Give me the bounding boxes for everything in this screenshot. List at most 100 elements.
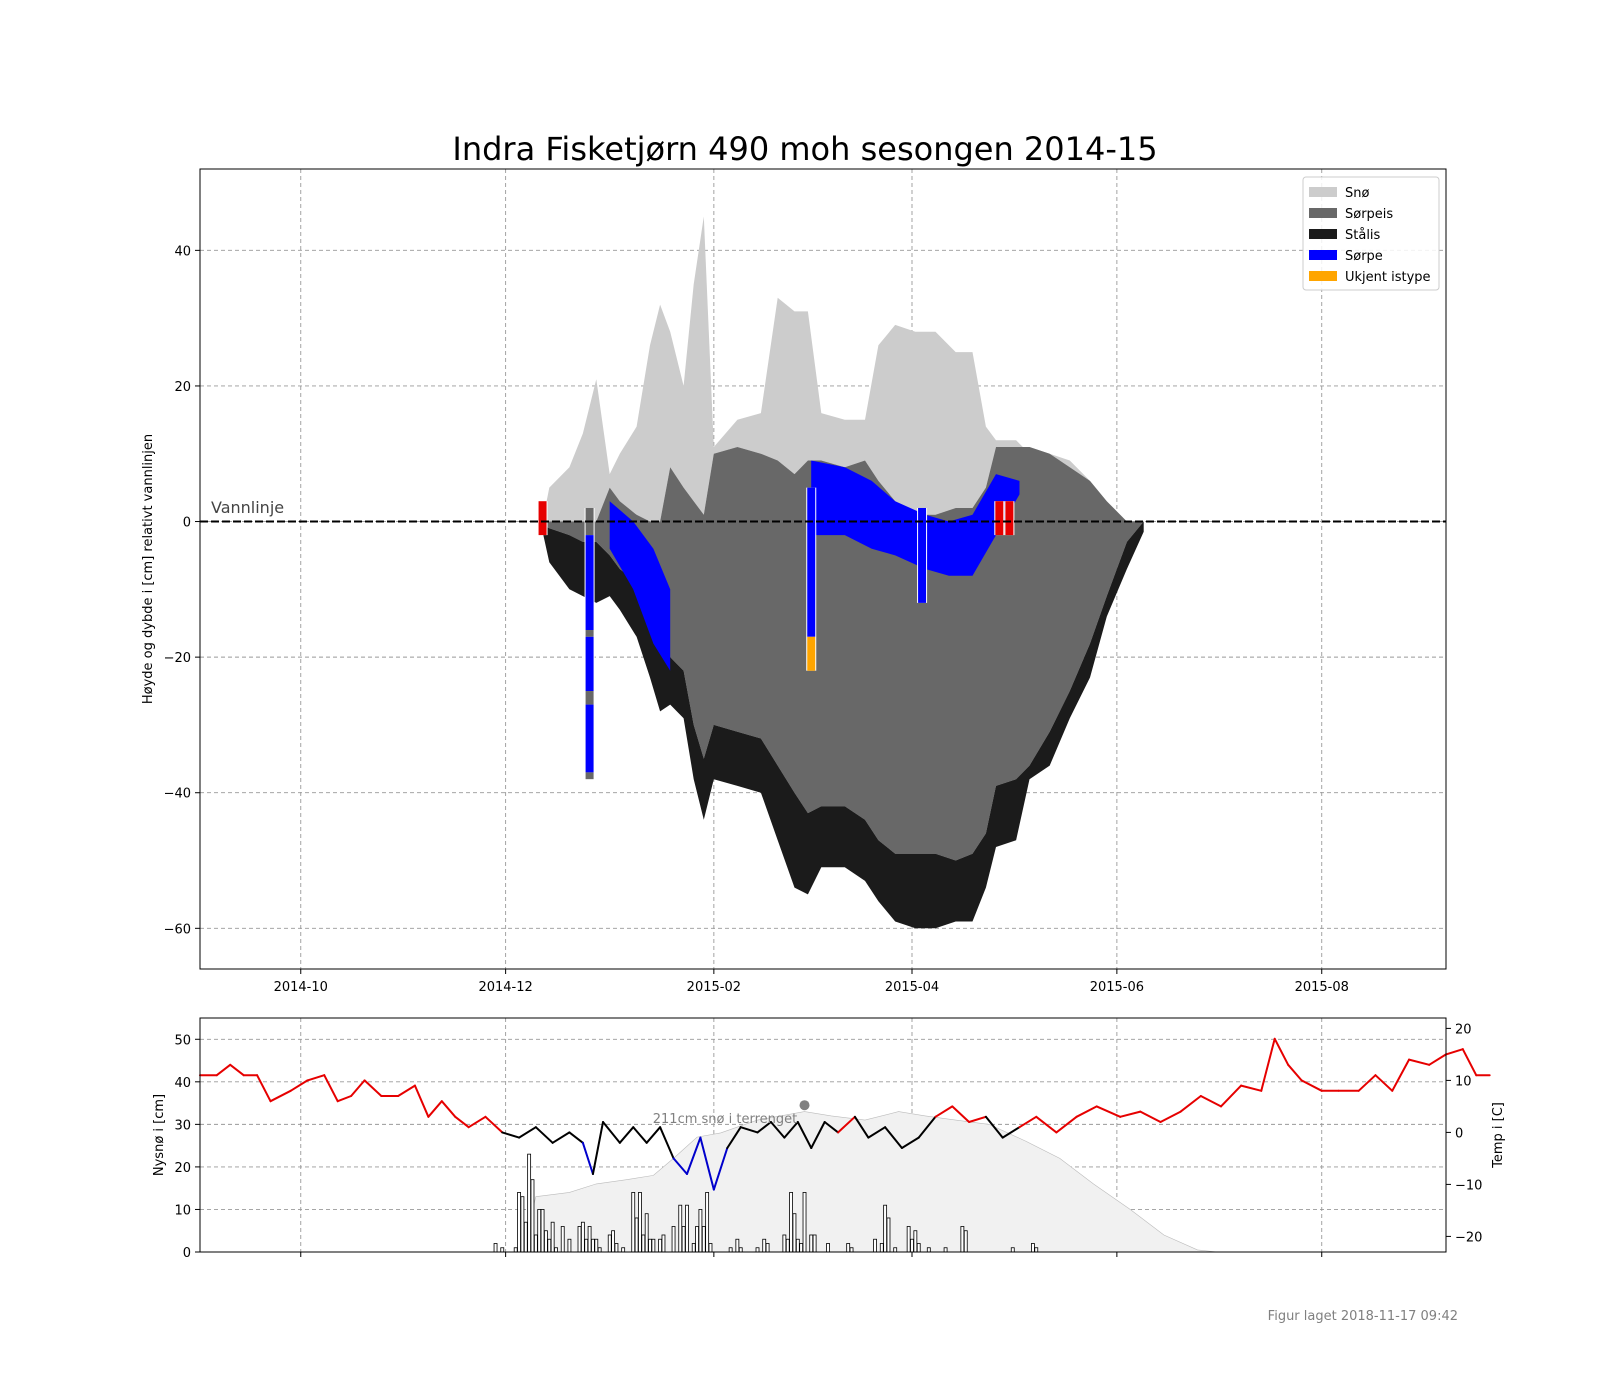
new-snow-bar xyxy=(873,1238,877,1253)
new-snow-bar xyxy=(910,1238,914,1253)
new-snow-bar xyxy=(1031,1243,1035,1253)
chart-title: Indra Fisketjørn 490 moh sesongen 2014-1… xyxy=(452,130,1157,168)
slush-ice-layer xyxy=(542,447,1144,861)
new-snow-bar xyxy=(607,1234,612,1253)
weather-ytick-label: 40 xyxy=(174,1076,191,1091)
legend-label: Ukjent istype xyxy=(1345,270,1431,285)
ice-profile-ylabel: Høyde og dybde i [cm] relativt vannlinje… xyxy=(141,434,156,704)
measurement-column xyxy=(584,507,595,780)
temperature-segment xyxy=(467,1115,487,1129)
temperature-segment xyxy=(1445,1048,1464,1056)
new-snow-bar xyxy=(547,1238,552,1253)
new-snow-bar xyxy=(1010,1247,1015,1253)
snow-layer xyxy=(542,216,1144,522)
new-snow-bar xyxy=(678,1204,683,1253)
temperature-segment xyxy=(783,1121,799,1139)
ice-profile-ytick-label: −40 xyxy=(164,787,191,802)
temperature-segment xyxy=(1408,1058,1431,1066)
temperature-segment xyxy=(269,1089,292,1103)
temperature-segment xyxy=(951,1105,971,1123)
temperature-segment xyxy=(1119,1110,1142,1118)
temperature-segment xyxy=(712,1147,729,1191)
measurement-column xyxy=(994,501,1005,536)
temperature-segment xyxy=(306,1074,326,1082)
temperature-segment xyxy=(672,1157,688,1175)
column-layer-slush_ice xyxy=(585,691,594,705)
ice-profile-xtick-label: 2015-08 xyxy=(1295,980,1349,995)
weather-ytick-label: 20 xyxy=(174,1161,191,1176)
ice-profile-xtick-label: 2015-02 xyxy=(687,980,741,995)
new-snow-bar xyxy=(728,1247,733,1253)
temperature-segment xyxy=(769,1121,786,1139)
weather-ylabel: Nysnø i [cm] xyxy=(152,1094,167,1176)
legend-box xyxy=(1302,176,1440,291)
temperature-segment xyxy=(685,1136,702,1175)
new-snow-bar xyxy=(621,1247,626,1253)
new-snow-bar xyxy=(550,1221,555,1253)
ice-profile-xtick-label: 2015-04 xyxy=(885,980,939,995)
temperature-segment xyxy=(289,1079,309,1092)
temperature-segment xyxy=(454,1115,470,1129)
temperature-segment xyxy=(1001,1126,1021,1139)
temperature-segment xyxy=(900,1136,920,1149)
new-snow-bar xyxy=(540,1209,545,1253)
new-snow-bar xyxy=(513,1247,518,1253)
new-snow-bar xyxy=(567,1238,572,1253)
new-snow-bar xyxy=(846,1243,851,1253)
temperature-segment xyxy=(440,1100,457,1118)
temperature-segment xyxy=(867,1126,887,1139)
new-snow-bar xyxy=(792,1213,797,1253)
new-snow-bar xyxy=(802,1192,807,1253)
weather-ytick-right-label: 20 xyxy=(1455,1022,1472,1037)
new-snow-bar xyxy=(537,1209,542,1253)
new-snow-bar xyxy=(849,1247,854,1253)
new-snow-bar xyxy=(611,1230,615,1253)
waterline-label: Vannlinje xyxy=(211,498,284,517)
ice-profile-data xyxy=(200,216,1446,929)
column-layer-drop xyxy=(538,501,547,536)
temperature-segment xyxy=(1391,1058,1411,1092)
temperature-segment xyxy=(397,1084,416,1097)
new-snow-bar xyxy=(638,1192,642,1253)
new-snow-bar xyxy=(560,1226,565,1253)
new-snow-bar xyxy=(913,1230,918,1253)
column-layer-drop xyxy=(1005,501,1014,536)
legend-label: Sørpe xyxy=(1345,249,1383,264)
temperature-segment xyxy=(1055,1115,1078,1134)
weather-chart: 0 10 20 30 40 50 −20 −10 0 10 20 Nysnø i [cm] Temp… xyxy=(152,1017,1506,1261)
temperature-segment xyxy=(1300,1079,1323,1092)
new-snow-bar xyxy=(701,1226,706,1253)
new-snow-bar xyxy=(943,1247,948,1253)
new-snow-bar xyxy=(883,1204,888,1253)
weather-ytick-label: 0 xyxy=(183,1246,191,1261)
figure-timestamp: Figur laget 2018-11-17 09:42 xyxy=(1268,1309,1458,1324)
temperature-segment xyxy=(1018,1115,1038,1129)
measurement-column xyxy=(537,501,548,536)
temperature-segment xyxy=(350,1079,366,1097)
new-snow-bar xyxy=(500,1247,505,1253)
new-snow-bar xyxy=(795,1238,800,1253)
temperature-segment xyxy=(534,1126,554,1144)
weather-axes: 0 10 20 30 40 50 −20 −10 0 10 20 xyxy=(174,1022,1482,1261)
temperature-segment xyxy=(336,1095,353,1103)
temperature-segment xyxy=(427,1100,443,1118)
column-layer-slush xyxy=(918,507,927,603)
new-snow-bar xyxy=(591,1238,595,1253)
new-snow-bar xyxy=(554,1247,558,1253)
weather-ytick-label: 30 xyxy=(174,1118,191,1133)
weather-data xyxy=(199,1037,1491,1253)
temperature-segment xyxy=(917,1115,937,1139)
temperature-segment xyxy=(551,1131,571,1144)
ice-profile-frame xyxy=(199,168,1447,970)
new-snow-bar xyxy=(658,1238,663,1253)
temperature-segment xyxy=(323,1074,339,1103)
temperature-segment xyxy=(837,1115,856,1134)
temperature-segment xyxy=(1075,1105,1098,1118)
temperature-segment xyxy=(591,1121,605,1175)
column-layer-slush xyxy=(807,487,816,637)
weather-ytick-label: 10 xyxy=(174,1203,191,1218)
temperature-segment xyxy=(1461,1048,1478,1077)
temperature-segment xyxy=(413,1084,430,1118)
new-snow-bar xyxy=(812,1234,817,1253)
new-snow-bar xyxy=(644,1213,649,1253)
